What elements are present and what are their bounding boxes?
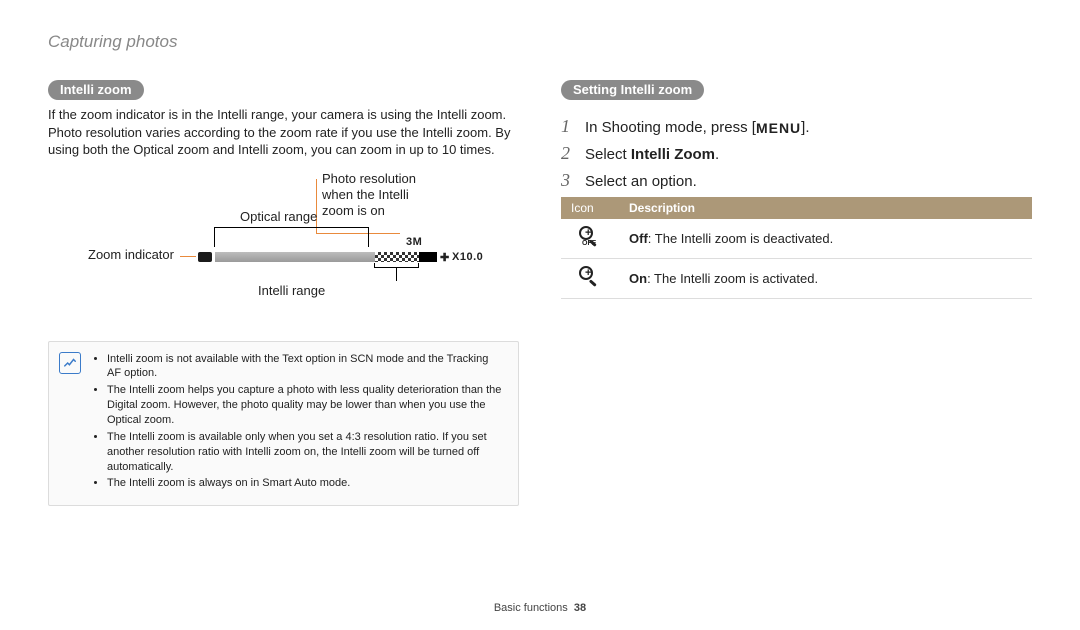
steps-list: 1 In Shooting mode, press [MENU]. 2 Sele…: [561, 116, 1032, 191]
zoom-bar-optical: [215, 252, 375, 262]
step-post: .: [715, 146, 719, 163]
optical-bracket-r: [368, 227, 369, 247]
intelli-bracket-r: [418, 263, 419, 268]
intelli-bracket-l: [374, 263, 375, 268]
zoom-bar-intelli: [375, 252, 419, 262]
optical-bracket-top: [214, 227, 368, 228]
step-text: Select an option.: [585, 173, 697, 190]
intelli-zoom-heading: Intelli zoom: [48, 80, 144, 100]
opt-bold: Off: [629, 231, 648, 246]
zoom-plus-icon: ✚: [440, 251, 450, 264]
step-suffix: ].: [801, 119, 809, 136]
options-table: Icon Description OFF Off: The Intelli zo…: [561, 197, 1032, 299]
step-text: In Shooting mode, press [MENU].: [585, 119, 810, 136]
step-number: 2: [561, 143, 575, 164]
zoom-bar-indicator: [198, 252, 212, 262]
zoom-bar-end: [419, 252, 437, 262]
page-footer: Basic functions 38: [0, 602, 1080, 614]
note-item: The Intelli zoom is available only when …: [107, 430, 504, 475]
callout-line-h: [316, 233, 400, 234]
note-item: The Intelli zoom is always on in Smart A…: [107, 476, 504, 491]
footer-page-number: 38: [574, 602, 586, 614]
optical-bracket-l: [214, 227, 215, 247]
callout-line: [316, 179, 317, 233]
zoom-diagram: Photo resolution when the Intelli zoom i…: [48, 171, 519, 331]
table-row: OFF Off: The Intelli zoom is deactivated…: [561, 219, 1032, 259]
zoom-indicator-label: Zoom indicator: [88, 247, 174, 262]
setting-intelli-zoom-heading: Setting Intelli zoom: [561, 80, 704, 100]
note-icon: [59, 352, 81, 374]
opt-rest: : The Intelli zoom is activated.: [647, 271, 818, 286]
zoom-off-icon: OFF: [579, 226, 601, 248]
step-1: 1 In Shooting mode, press [MENU].: [561, 116, 1032, 137]
left-column: Intelli zoom If the zoom indicator is in…: [48, 80, 519, 506]
step-bold: Intelli Zoom: [631, 146, 715, 163]
step-pre: Select an option.: [585, 173, 697, 190]
note-box: Intelli zoom is not available with the T…: [48, 341, 519, 507]
zoom-bar: [198, 251, 438, 263]
step-number: 1: [561, 116, 575, 137]
cell-desc: On: The Intelli zoom is activated.: [619, 259, 1032, 299]
th-description: Description: [619, 197, 1032, 219]
cell-desc: Off: The Intelli zoom is deactivated.: [619, 219, 1032, 259]
zoom-on-icon: [579, 266, 601, 288]
cell-icon: OFF: [561, 219, 619, 259]
footer-section: Basic functions: [494, 602, 568, 614]
cell-icon: [561, 259, 619, 299]
th-icon: Icon: [561, 197, 619, 219]
menu-button-label: MENU: [756, 120, 801, 136]
intelli-range-label: Intelli range: [258, 283, 325, 298]
step-3: 3 Select an option.: [561, 170, 1032, 191]
table-row: On: The Intelli zoom is activated.: [561, 259, 1032, 299]
step-2: 2 Select Intelli Zoom.: [561, 143, 1032, 164]
intelli-zoom-intro: If the zoom indicator is in the Intelli …: [48, 106, 519, 159]
zoom-value: X10.0: [452, 251, 483, 263]
note-list: Intelli zoom is not available with the T…: [93, 352, 504, 494]
note-item: The Intelli zoom helps you capture a pho…: [107, 383, 504, 428]
step-number: 3: [561, 170, 575, 191]
step-text: Select Intelli Zoom.: [585, 146, 719, 163]
note-item: Intelli zoom is not available with the T…: [107, 352, 504, 382]
page-title: Capturing photos: [48, 32, 1032, 52]
optical-range-label: Optical range: [240, 209, 317, 224]
right-column: Setting Intelli zoom 1 In Shooting mode,…: [561, 80, 1032, 506]
intelli-bracket-stem: [396, 267, 397, 281]
step-prefix: In Shooting mode, press [: [585, 119, 756, 136]
opt-rest: : The Intelli zoom is deactivated.: [648, 231, 833, 246]
photo-res-label: Photo resolution when the Intelli zoom i…: [322, 171, 416, 220]
zi-callout: [180, 256, 196, 257]
opt-bold: On: [629, 271, 647, 286]
step-pre: Select: [585, 146, 631, 163]
res-text: 3M: [406, 236, 422, 248]
